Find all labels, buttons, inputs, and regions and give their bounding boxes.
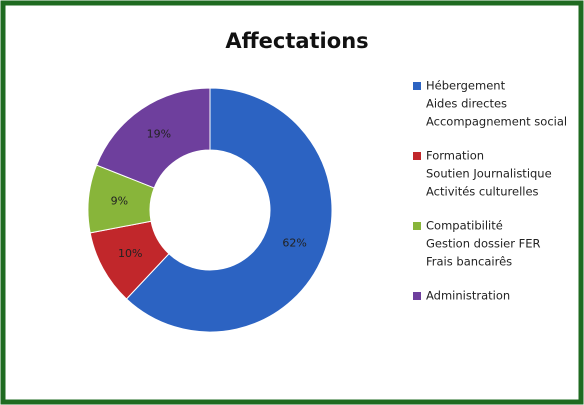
legend-label: Formation (426, 149, 484, 163)
value-label: 10% (118, 247, 142, 260)
legend-detail: Frais bancairês (426, 255, 512, 269)
legend-detail: Accompagnement social (426, 115, 567, 129)
donut-slice (125, 87, 333, 333)
legend-label: Administration (426, 289, 510, 303)
legend-swatch (413, 152, 421, 160)
legend-detail: Aides directes (426, 97, 507, 111)
chart-title: Affectations (225, 29, 368, 53)
value-label: 9% (111, 194, 128, 207)
legend-detail: Activités culturelles (426, 185, 539, 199)
legend-label: Hébergement (426, 79, 506, 93)
value-label: 62% (282, 236, 306, 249)
donut-slice (95, 87, 211, 189)
legend-swatch (413, 82, 421, 90)
legend-swatch (413, 222, 421, 230)
value-label: 19% (147, 128, 171, 141)
legend-detail: Soutien Journalistique (426, 167, 552, 181)
legend-label: Compatibilité (426, 219, 503, 233)
legend-detail: Gestion dossier FER (426, 237, 541, 251)
legend-swatch (413, 292, 421, 300)
